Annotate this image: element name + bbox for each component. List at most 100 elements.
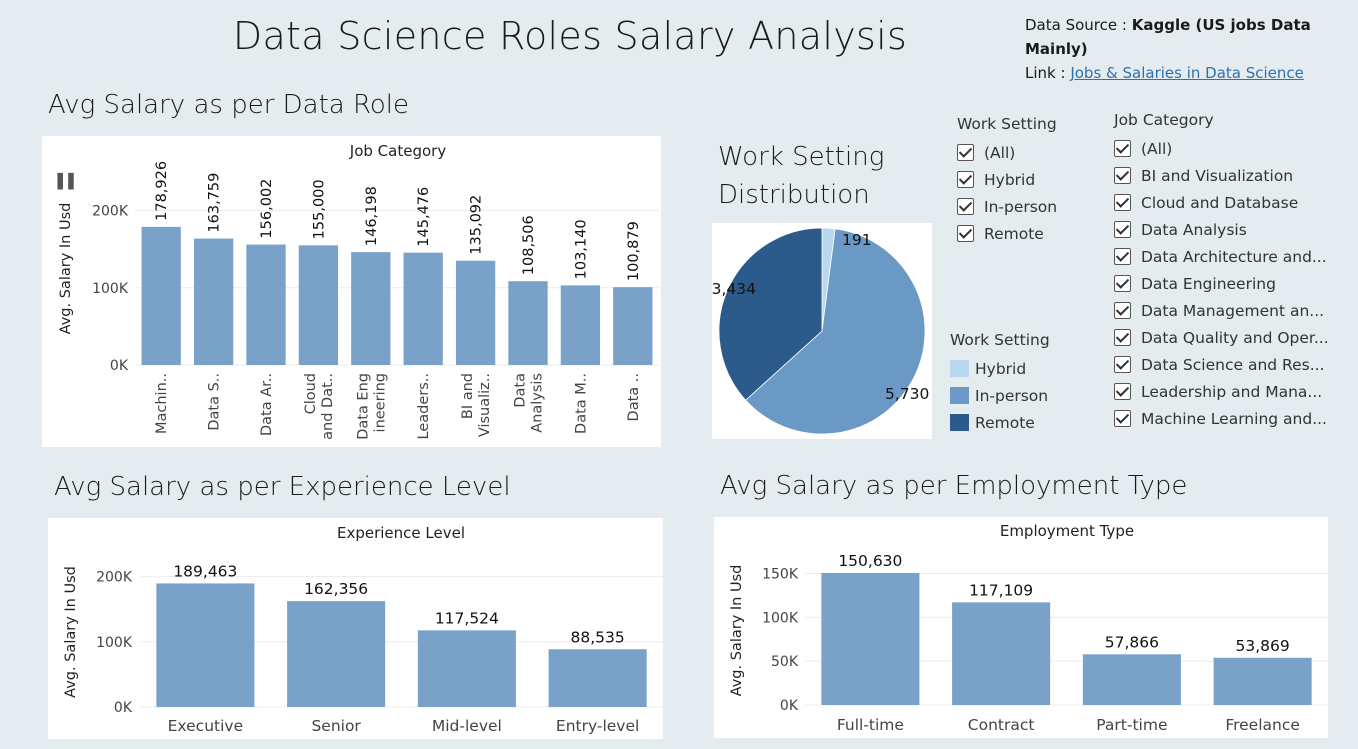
bar[interactable] <box>455 260 496 365</box>
filter-option-data-engineering[interactable]: Data Engineering <box>1114 270 1329 297</box>
chart-title: Experience Level <box>337 524 465 542</box>
checkbox-icon[interactable] <box>957 144 974 161</box>
pie-data-label: 191 <box>842 231 872 249</box>
legend-swatch <box>950 414 969 431</box>
filter-option-label: BI and Visualization <box>1141 166 1294 185</box>
bar[interactable] <box>548 649 647 707</box>
data-label: 155,000 <box>311 179 327 239</box>
bar[interactable] <box>141 226 181 365</box>
data-label: 103,140 <box>573 219 589 279</box>
checkbox-icon[interactable] <box>957 171 974 188</box>
x-tick-label: BI and <box>460 373 476 419</box>
legend-label: Hybrid <box>975 359 1027 378</box>
bar[interactable] <box>613 287 653 365</box>
bar[interactable] <box>1213 657 1312 705</box>
checkbox-icon[interactable] <box>1114 329 1131 346</box>
legend-item-in-person[interactable]: In-person <box>950 382 1050 409</box>
data-label: 57,866 <box>1105 633 1159 651</box>
checkbox-icon[interactable] <box>1114 356 1131 373</box>
filter-option-label: Data Analysis <box>1141 220 1247 239</box>
bar[interactable] <box>298 245 339 365</box>
x-tick-label: Full-time <box>837 716 904 734</box>
bar[interactable] <box>560 285 601 365</box>
checkbox-icon[interactable] <box>957 225 974 242</box>
pie-slice[interactable] <box>745 228 926 435</box>
bar[interactable] <box>1082 654 1181 705</box>
filter-option-leadership[interactable]: Leadership and Mana... <box>1114 378 1329 405</box>
experience-chart-panel: Experience Level Avg. Salary In Usd 0K 100K… <box>48 518 663 739</box>
bar[interactable] <box>156 583 255 707</box>
employment-bar-chart: Employment Type Avg. Salary In Usd 0K 50K 10… <box>729 522 1328 734</box>
work-setting-filter: Work Setting (All) Hybrid In-person Remo… <box>957 115 1057 247</box>
checkbox-icon[interactable] <box>1114 221 1131 238</box>
dataset-link[interactable]: Jobs & Salaries in Data Science <box>1070 64 1304 82</box>
data-label: 108,506 <box>521 215 537 275</box>
work-setting-title-line1: Work Setting <box>718 142 885 172</box>
role-bar-chart: Job Category Avg. Salary In Usd 0K 100K 200K… <box>52 142 659 440</box>
x-tick-label: Cloud <box>303 373 319 414</box>
legend-item-hybrid[interactable]: Hybrid <box>950 355 1050 382</box>
x-tick-label: Visualiz.. <box>477 373 493 437</box>
checkbox-icon[interactable] <box>957 198 974 215</box>
checkbox-icon[interactable] <box>1114 248 1131 265</box>
sort-icon[interactable]: ▐▐ <box>52 172 74 190</box>
filter-option-machine-learning[interactable]: Machine Learning and... <box>1114 405 1329 432</box>
filter-option-cloud[interactable]: Cloud and Database <box>1114 189 1329 216</box>
bar[interactable] <box>193 238 234 365</box>
x-tick-label: Freelance <box>1225 716 1300 734</box>
filter-option-data-quality[interactable]: Data Quality and Oper... <box>1114 324 1329 351</box>
checkbox-icon[interactable] <box>1114 302 1131 319</box>
checkbox-icon[interactable] <box>1114 383 1131 400</box>
filter-option-in-person[interactable]: In-person <box>957 193 1057 220</box>
y-tick-label: 200K <box>96 570 133 586</box>
x-tick-label: Part-time <box>1096 716 1167 734</box>
bar[interactable] <box>287 601 386 707</box>
bar[interactable] <box>821 572 920 705</box>
checkbox-icon[interactable] <box>1114 275 1131 292</box>
work-setting-pie-chart: 191 5,730 3,434 <box>712 227 929 435</box>
data-label: 178,926 <box>154 161 170 221</box>
filter-option-label: In-person <box>984 197 1058 216</box>
checkbox-icon[interactable] <box>1114 194 1131 211</box>
bar[interactable] <box>417 630 516 707</box>
filter-option-label: Data Science and Res... <box>1141 355 1325 374</box>
bar[interactable] <box>403 252 443 365</box>
filter-option-label: (All) <box>1141 139 1173 158</box>
bar[interactable] <box>508 281 548 365</box>
filter-option-label: Data Engineering <box>1141 274 1276 293</box>
bar[interactable] <box>952 602 1051 705</box>
checkbox-icon[interactable] <box>1114 410 1131 427</box>
x-tick-label: Analysis <box>530 373 546 433</box>
filter-option-data-management[interactable]: Data Management an... <box>1114 297 1329 324</box>
legend-item-remote[interactable]: Remote <box>950 409 1050 436</box>
filter-option-bi[interactable]: BI and Visualization <box>1114 162 1329 189</box>
employment-section-title: Avg Salary as per Employment Type <box>720 471 1188 501</box>
filter-option-data-architecture[interactable]: Data Architecture and... <box>1114 243 1329 270</box>
bar[interactable] <box>246 244 286 365</box>
checkbox-icon[interactable] <box>1114 140 1131 157</box>
work-setting-section-title: Work Setting Distribution <box>718 138 884 214</box>
data-label: 146,198 <box>364 186 380 246</box>
filter-option-label: Machine Learning and... <box>1141 409 1327 428</box>
data-label: 117,109 <box>969 581 1033 599</box>
chart-title: Job Category <box>349 142 447 160</box>
filter-option-data-analysis[interactable]: Data Analysis <box>1114 216 1329 243</box>
role-section-title: Avg Salary as per Data Role <box>48 90 410 120</box>
filter-option-label: Data Architecture and... <box>1141 247 1327 266</box>
checkbox-icon[interactable] <box>1114 167 1131 184</box>
filter-option-data-science[interactable]: Data Science and Res... <box>1114 351 1329 378</box>
filter-option-all[interactable]: (All) <box>957 139 1057 166</box>
pie-slice[interactable] <box>718 227 823 401</box>
filter-option-label: Leadership and Mana... <box>1141 382 1323 401</box>
y-tick-label: 0K <box>110 358 129 374</box>
filter-option-remote[interactable]: Remote <box>957 220 1057 247</box>
bar[interactable] <box>351 252 391 365</box>
data-label: 145,476 <box>416 187 432 247</box>
work-setting-filter-title: Work Setting <box>957 115 1057 133</box>
y-axis-label: Avg. Salary In Usd <box>729 565 745 697</box>
filter-option-hybrid[interactable]: Hybrid <box>957 166 1057 193</box>
data-source-line: Data Source : Kaggle (US jobs Data Mainl… <box>1025 13 1358 61</box>
filter-option-all[interactable]: (All) <box>1114 135 1329 162</box>
data-label: 189,463 <box>173 562 237 580</box>
y-tick-label: 50K <box>771 654 799 670</box>
